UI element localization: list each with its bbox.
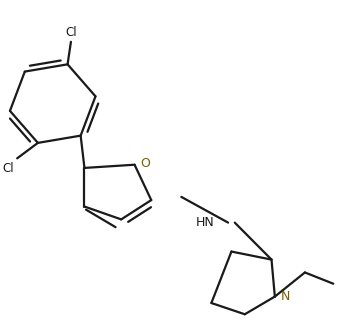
Text: HN: HN [196,216,215,229]
Text: O: O [141,157,151,170]
Text: Cl: Cl [65,26,77,39]
Text: Cl: Cl [3,162,15,174]
Text: N: N [281,290,290,303]
